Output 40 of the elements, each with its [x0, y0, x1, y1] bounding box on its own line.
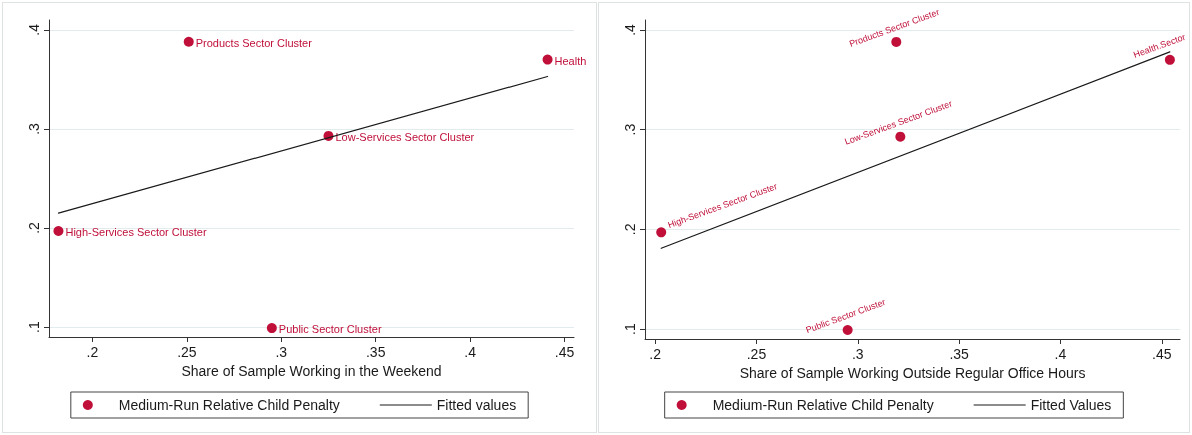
y-tick-label: .1	[26, 321, 42, 333]
annotation: Health	[554, 54, 587, 67]
annotation: High-Services Sector Cluster	[65, 226, 207, 238]
annotation: Public Sector Cluster	[804, 296, 887, 336]
x-tick-label: .4	[464, 344, 477, 360]
y-tick-label: .3	[622, 123, 638, 136]
point	[53, 226, 64, 236]
legend-label: Fitted values	[436, 397, 517, 413]
annotation: Low-Services Sector Cluster	[335, 130, 475, 143]
point	[895, 131, 906, 142]
x-tick-label: .35	[365, 344, 386, 360]
x-axis-title: Share of Sample Working Outside Regular Office Hours	[739, 364, 1086, 381]
x-tick-label: .25	[746, 346, 767, 362]
x-tick-label: .3	[851, 346, 864, 362]
y-tick-label: .2	[622, 223, 638, 236]
point	[842, 325, 853, 336]
x-tick-label: .2	[649, 346, 662, 362]
legend-label: Medium-Run Relative Child Penalty	[118, 397, 340, 413]
x-tick-label: .3	[275, 344, 288, 360]
x-axis-title: Share of Sample Working in the Weekend	[181, 362, 442, 379]
annotation: Public Sector Cluster	[278, 323, 382, 336]
point	[183, 36, 194, 47]
point	[542, 54, 553, 65]
y-tick-label: .3	[26, 122, 42, 135]
legend-label: Medium-Run Relative Child Penalty	[712, 397, 934, 413]
x-tick-label: .45	[1152, 346, 1172, 362]
x-tick-label: .25	[177, 344, 197, 360]
annotation: Products Sector Cluster	[195, 36, 313, 49]
x-tick-label: .45	[554, 344, 575, 360]
y-tick-label: .2	[26, 221, 42, 234]
y-tick-label: .1	[622, 322, 638, 335]
x-tick-label: .2	[86, 344, 99, 360]
x-tick-label: .4	[1054, 346, 1067, 362]
point	[656, 227, 667, 238]
legend-label: Fitted Values	[1030, 397, 1112, 413]
point	[891, 36, 902, 47]
y-tick-label: .4	[622, 23, 638, 36]
point	[266, 323, 277, 334]
x-tick-label: .35	[949, 346, 970, 362]
y-tick-label: .4	[26, 23, 42, 36]
